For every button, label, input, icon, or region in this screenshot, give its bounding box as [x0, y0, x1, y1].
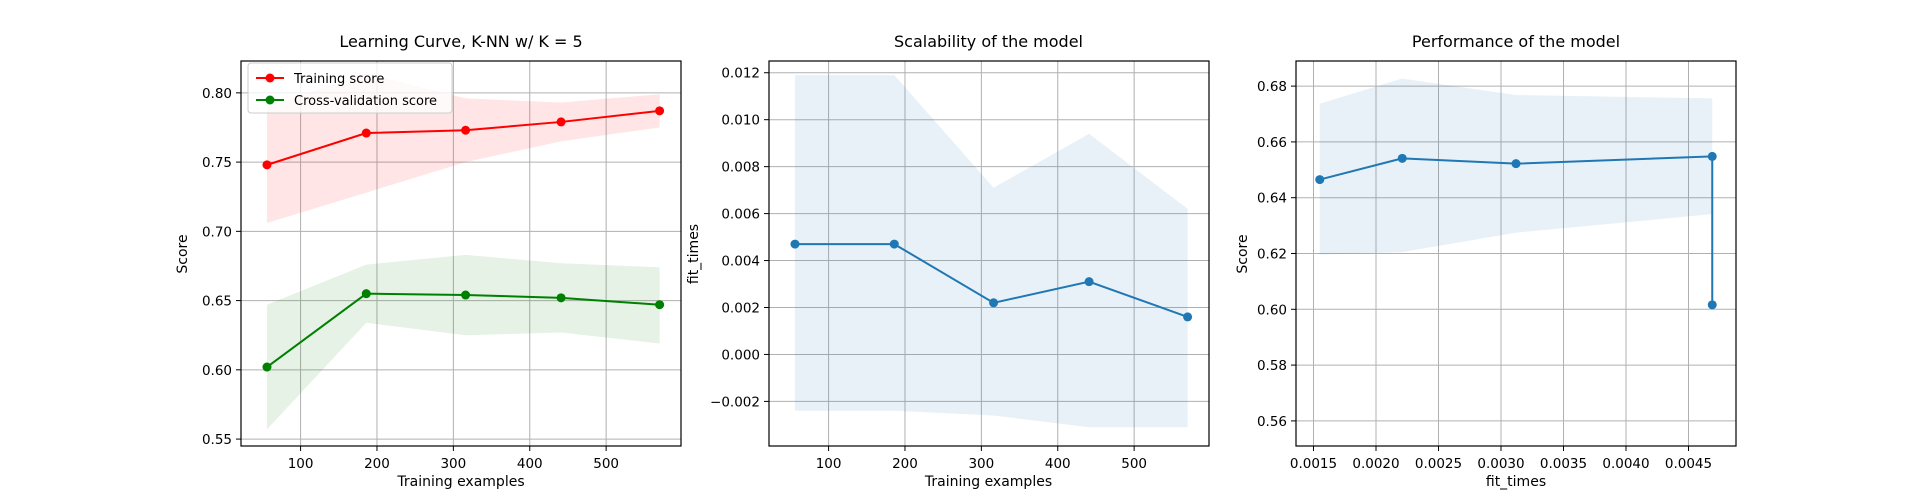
y-tick-label: −0.002: [710, 394, 760, 410]
data-point: [1511, 159, 1521, 169]
data-point: [461, 290, 471, 300]
legend-marker-cv: [265, 95, 275, 105]
y-tick-label: 0.000: [721, 347, 760, 363]
axes-frame: [240, 60, 682, 447]
data-point: [989, 298, 999, 308]
data-point: [1183, 312, 1193, 322]
data-point: [655, 300, 665, 310]
x-tick-label: 500: [1121, 456, 1147, 472]
data-point: [556, 117, 566, 127]
x-tick-label: 300: [968, 456, 994, 472]
x-tick-label: 400: [1045, 456, 1071, 472]
y-tick-label: 0.012: [721, 66, 760, 82]
data-point: [1397, 153, 1407, 163]
plot-area: 0.0015 0.0020 0.0025 0.0030 0.0035 0.0040 0.00…: [1257, 60, 1737, 472]
x-tick-label: 200: [364, 456, 390, 472]
x-tick-label: 200: [892, 456, 918, 472]
x-tick-label: 400: [517, 456, 543, 472]
chart-performance: Performance of the model 0.0015 0.0020 0.0…: [1235, 32, 1737, 490]
data-point: [556, 293, 566, 303]
y-tick-label: 0.010: [721, 113, 760, 129]
x-tick-label: 0.0035: [1540, 456, 1587, 472]
x-axis-label: fit_times: [1486, 474, 1546, 490]
legend-frame: [247, 62, 453, 114]
data-point: [655, 106, 665, 116]
y-tick-label: 0.64: [1257, 191, 1287, 207]
x-tick-label: 300: [440, 456, 466, 472]
y-tick-label: 0.75: [202, 155, 232, 171]
y-tick-label: 0.58: [1257, 358, 1287, 374]
x-tick-label: 500: [593, 456, 619, 472]
data-point: [262, 160, 272, 170]
x-tick-label: 0.0015: [1290, 456, 1337, 472]
confidence-band: [794, 75, 1188, 428]
data-point: [1315, 175, 1325, 185]
x-tick-label: 0.0040: [1602, 456, 1649, 472]
x-tick-label: 0.0020: [1352, 456, 1399, 472]
y-tick-label: 0.008: [721, 160, 760, 176]
x-tick-label: 0.0025: [1415, 456, 1462, 472]
axes-frame: [768, 60, 1210, 447]
chart-title: Scalability of the model: [894, 32, 1083, 51]
y-tick-label: 0.60: [202, 363, 232, 379]
x-tick-label: 0.0030: [1477, 456, 1524, 472]
y-tick-label: 0.55: [202, 432, 232, 448]
y-tick-label: 0.70: [202, 224, 232, 240]
y-tick-label: 0.004: [721, 254, 760, 270]
legend: Training score Cross-validation score: [247, 62, 453, 114]
y-tick-label: 0.56: [1257, 414, 1287, 430]
x-axis-label: Training examples: [396, 474, 524, 490]
data-point: [361, 289, 371, 299]
data-point: [1707, 151, 1717, 161]
y-axis-label: Score: [1235, 234, 1251, 273]
legend-label-training: Training score: [293, 72, 384, 87]
plot-area: 100 200 300 400 500 −0.002 0.000 0.002 0.004 0.00…: [710, 60, 1210, 472]
legend-marker-training: [265, 73, 275, 83]
chart-scalability: Scalability of the model 100 200 300 400 500…: [686, 32, 1210, 490]
y-tick-label: 0.66: [1257, 135, 1287, 151]
x-axis-label: Training examples: [924, 474, 1052, 490]
data-point: [889, 239, 899, 249]
data-point: [461, 125, 471, 135]
y-tick-label: 0.60: [1257, 302, 1287, 318]
data-point: [361, 128, 371, 138]
data-point: [1707, 300, 1717, 310]
x-tick-label: 100: [288, 456, 314, 472]
y-tick-label: 0.62: [1257, 247, 1287, 263]
chart-title: Performance of the model: [1412, 32, 1620, 51]
data-point: [790, 239, 800, 249]
x-tick-label: 0.0045: [1665, 456, 1712, 472]
y-tick-label: 0.006: [721, 207, 760, 223]
y-tick-label: 0.68: [1257, 79, 1287, 95]
data-point: [1084, 277, 1094, 287]
y-tick-label: 0.65: [202, 294, 232, 310]
data-point: [262, 362, 272, 372]
legend-label-cv: Cross-validation score: [294, 94, 437, 109]
y-axis-label: fit_times: [686, 224, 702, 284]
y-tick-label: 0.002: [721, 300, 760, 316]
chart-title: Learning Curve, K-NN w/ K = 5: [339, 32, 582, 51]
y-tick-label: 0.80: [202, 86, 232, 102]
y-axis-label: Score: [175, 234, 191, 273]
x-tick-label: 100: [816, 456, 842, 472]
